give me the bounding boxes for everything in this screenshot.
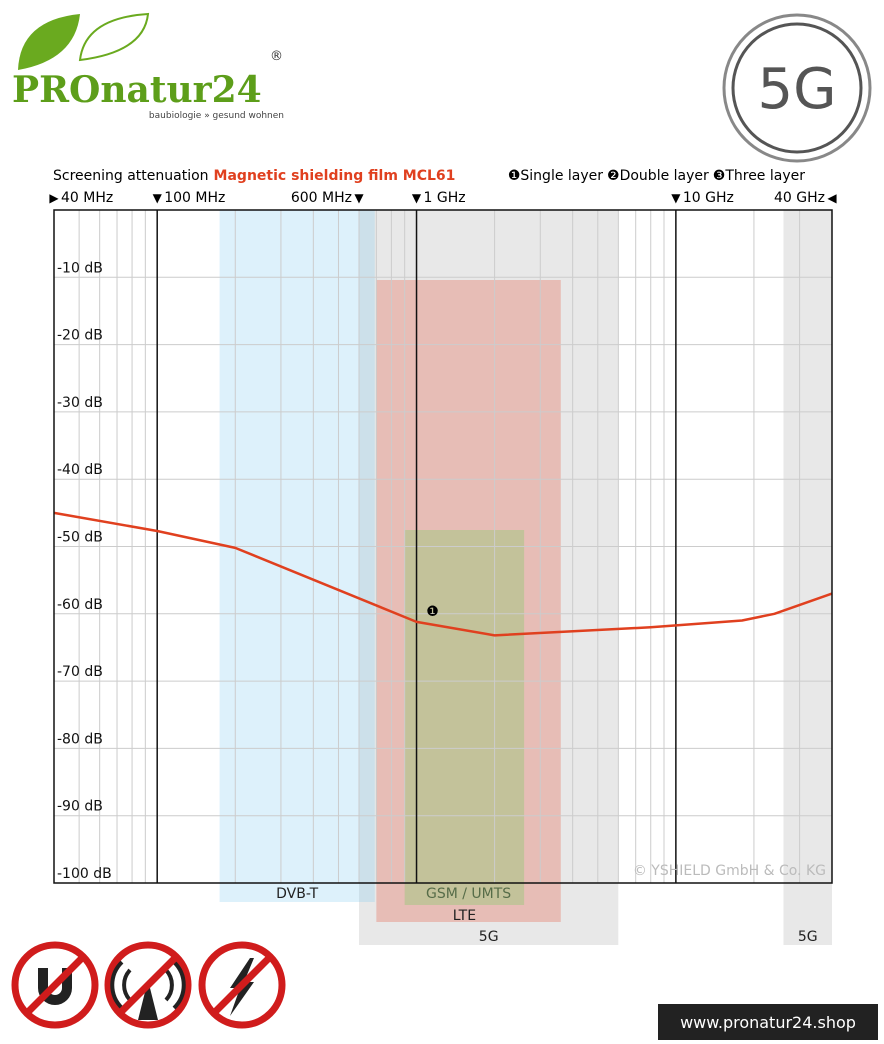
y-tick-label: -50 dB (57, 530, 103, 546)
band (783, 210, 832, 945)
y-tick-label: -90 dB (57, 799, 103, 815)
strike (24, 954, 86, 1016)
x-tick-label: 1 GHz (424, 190, 466, 206)
waves (110, 960, 186, 1010)
tick-arrow: ◀ (827, 191, 837, 205)
strike (117, 954, 179, 1016)
strike (211, 954, 273, 1016)
band-label: GSM / UMTS (426, 886, 511, 902)
tick-arrow: ▼ (354, 191, 364, 205)
data-line (53, 511, 833, 637)
band (376, 280, 561, 922)
badge-text: 5G (757, 57, 836, 122)
subtitle: Magnetic shielding film MCL61 (214, 168, 456, 184)
band-label: 5G (479, 929, 499, 945)
plot-frame (53, 209, 833, 884)
badge-ring (731, 22, 863, 154)
band-label: 5G (798, 929, 818, 945)
band (358, 210, 619, 945)
leaf (78, 12, 150, 62)
copyright: © YSHIELD GmbH & Co. KG (633, 863, 826, 879)
x-tick-label: 40 GHz (774, 190, 825, 206)
leaf (18, 14, 80, 70)
y-tick-label: -100 dB (57, 866, 112, 882)
band-label: LTE (453, 908, 476, 924)
registered: ® (270, 49, 283, 64)
y-tick-label: -70 dB (57, 664, 103, 680)
tick-arrow: ▼ (671, 191, 681, 205)
badge-ring (722, 13, 872, 163)
url[interactable]: www.pronatur24.shop (680, 1013, 856, 1032)
title: Screening attenuation (53, 168, 209, 184)
x-tick-label: 100 MHz (164, 190, 225, 206)
y-tick-label: -20 dB (57, 328, 103, 344)
mast (138, 980, 158, 1020)
x-tick-label: 10 GHz (683, 190, 734, 206)
band (219, 210, 375, 902)
icons (11, 941, 286, 1029)
tick-arrow: ▶ (49, 191, 59, 205)
y-tick-label: -80 dB (57, 731, 103, 747)
legend-entry: ❷Double layer (607, 168, 709, 184)
band-label: DVB-T (276, 886, 318, 902)
tagline: baubiologie » gesund wohnen (149, 111, 284, 121)
x-tick-label: 40 MHz (61, 190, 113, 206)
series-marker: ❶ (426, 604, 439, 620)
y-tick-label: -30 dB (57, 395, 103, 411)
logo: PROnatur24 ® baubiologie » gesund wohnen (12, 12, 284, 121)
legend: ❶Single layer ❷Double layer ❸Three layer (508, 168, 805, 184)
band (404, 530, 525, 905)
y-tick-label: -40 dB (57, 462, 103, 478)
tick-arrow: ▼ (412, 191, 422, 205)
y-tick-label: -10 dB (57, 260, 103, 276)
chart-title: Screening attenuation Magnetic shielding … (53, 168, 455, 184)
brand-name: PROnatur24 (12, 69, 262, 111)
y-tick-label: -60 dB (57, 597, 103, 613)
legend-entry: ❶Single layer (508, 168, 603, 184)
x-tick-label: 600 MHz (291, 190, 352, 206)
badge: 5G (722, 13, 872, 163)
tick-arrow: ▼ (153, 191, 163, 205)
url-box[interactable] (658, 1004, 878, 1040)
legend-entry: ❸Three layer (713, 168, 805, 184)
